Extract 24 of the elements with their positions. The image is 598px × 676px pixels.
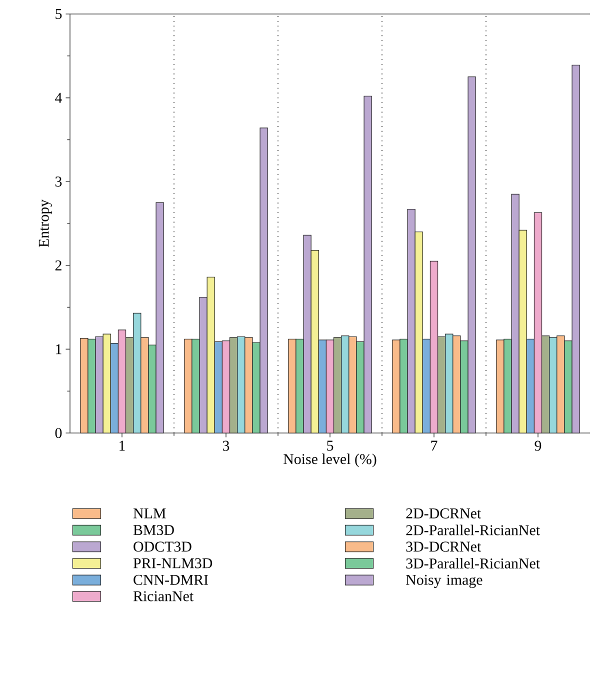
legend-label: PRI-NLM3D	[133, 558, 212, 568]
legend-label: ODCT3D	[134, 542, 192, 552]
y-tick-label: 3	[55, 176, 62, 187]
x-tick-label: 5	[327, 440, 334, 451]
x-tick-label: 9	[534, 440, 542, 451]
y-axis-title: Entropy	[38, 199, 52, 248]
x-tick-label: 1	[120, 440, 125, 451]
x-axis-title: Noise level (%)	[284, 454, 376, 468]
y-tick-label: 4	[55, 92, 62, 103]
legend-label: 3D-Parallel-RicianNet	[406, 558, 540, 569]
x-tick-label: 7	[431, 440, 438, 451]
y-tick-label: 1	[56, 344, 62, 354]
legend-label: CNN-DMRI	[134, 574, 208, 585]
y-tick-label: 0	[55, 428, 62, 438]
legend-label: NLM	[133, 508, 166, 518]
legend-label: Noisy image	[406, 574, 482, 588]
legend-label: 2D-DCRNet	[406, 508, 482, 518]
legend-label: 2D-Parallel-RicianNet	[406, 524, 540, 536]
legend-label: 3D-DCRNet	[406, 542, 482, 552]
y-tick-label: 2	[55, 260, 62, 270]
x-tick-label: 3	[222, 440, 230, 451]
legend-label: BM3D	[133, 525, 174, 536]
legend-label: RicianNet	[133, 591, 194, 602]
y-tick-label: 5	[56, 9, 62, 19]
